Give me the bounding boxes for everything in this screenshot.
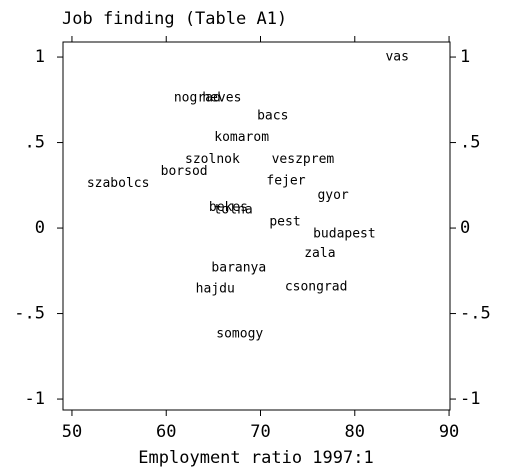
y-tick-label: 0 <box>35 218 45 238</box>
y2-tick-label: 1 <box>460 47 470 67</box>
point-label: gyor <box>317 188 348 203</box>
x-tick-label: 70 <box>250 422 270 442</box>
y-tick-label: 1 <box>35 47 45 67</box>
x-axis-label: Employment ratio 1997:1 <box>138 448 373 468</box>
point-label: fejer <box>266 174 305 189</box>
point-label: komarom <box>214 130 269 145</box>
point-label: pest <box>269 215 300 230</box>
chart-title: Job finding (Table A1) <box>62 9 287 29</box>
point-label: budapest <box>313 227 376 242</box>
x-tick-label: 90 <box>439 422 459 442</box>
point-label: vas <box>385 50 408 65</box>
x-tick-label: 50 <box>62 422 82 442</box>
point-label: veszprem <box>272 152 335 167</box>
y-tick-label: .5 <box>25 133 45 153</box>
point-label: nograd <box>174 91 221 106</box>
y2-tick-label: -1 <box>460 389 480 409</box>
point-label: borsod <box>161 164 208 179</box>
point-label: baranya <box>211 261 266 276</box>
point-label: tolna <box>214 203 253 218</box>
y-tick-label: -.5 <box>14 304 45 324</box>
y2-tick-label: .5 <box>460 133 480 153</box>
plot-frame <box>62 41 451 411</box>
y2-tick-label: 0 <box>460 218 470 238</box>
point-label: hajdu <box>196 281 235 296</box>
point-label: bekes <box>209 200 248 215</box>
x-tick-label: 60 <box>156 422 176 442</box>
point-label: heves <box>202 91 241 106</box>
point-label: szolnok <box>185 152 240 167</box>
point-label: bacs <box>257 109 288 124</box>
x-tick-label: 80 <box>345 422 365 442</box>
point-label: somogy <box>216 327 263 342</box>
point-label: csongrad <box>285 280 348 295</box>
point-label: szabolcs <box>87 176 150 191</box>
y-tick-label: -1 <box>25 389 45 409</box>
point-label: zala <box>304 246 335 261</box>
y2-tick-label: -.5 <box>460 304 491 324</box>
